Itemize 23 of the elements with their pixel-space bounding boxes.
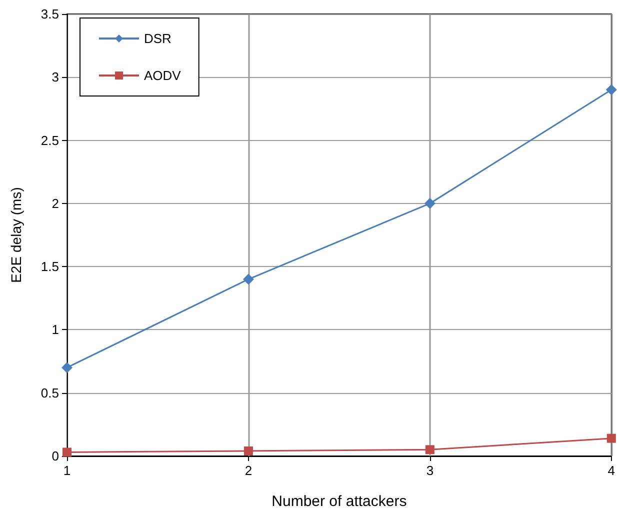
legend-label: DSR: [144, 31, 172, 46]
y-axis-title: E2E delay (ms): [8, 187, 24, 283]
x-tick-label: 3: [426, 463, 434, 478]
point: [606, 84, 617, 96]
point: [244, 446, 253, 456]
x-tick-label: 2: [244, 463, 252, 478]
legend-label: AODV: [144, 68, 182, 83]
y-tick-label: 3: [52, 70, 59, 85]
y-tick-label: 0.5: [40, 385, 59, 400]
point: [425, 445, 434, 454]
y-tick-label: 2: [52, 196, 59, 211]
point: [62, 362, 72, 374]
point: [424, 198, 436, 209]
y-tick-label: 0: [52, 448, 59, 464]
x-tick-label: 1: [63, 463, 71, 478]
x-axis-title: Number of attackers: [272, 493, 407, 510]
y-tick-label: 1: [52, 322, 59, 338]
y-tick-label: 3.5: [40, 6, 59, 22]
y-tick-label: 1.5: [40, 259, 59, 274]
y-tick-label: 2.5: [40, 132, 59, 148]
point: [606, 434, 616, 443]
x-tick-label: 4: [608, 463, 615, 478]
point: [242, 274, 254, 285]
